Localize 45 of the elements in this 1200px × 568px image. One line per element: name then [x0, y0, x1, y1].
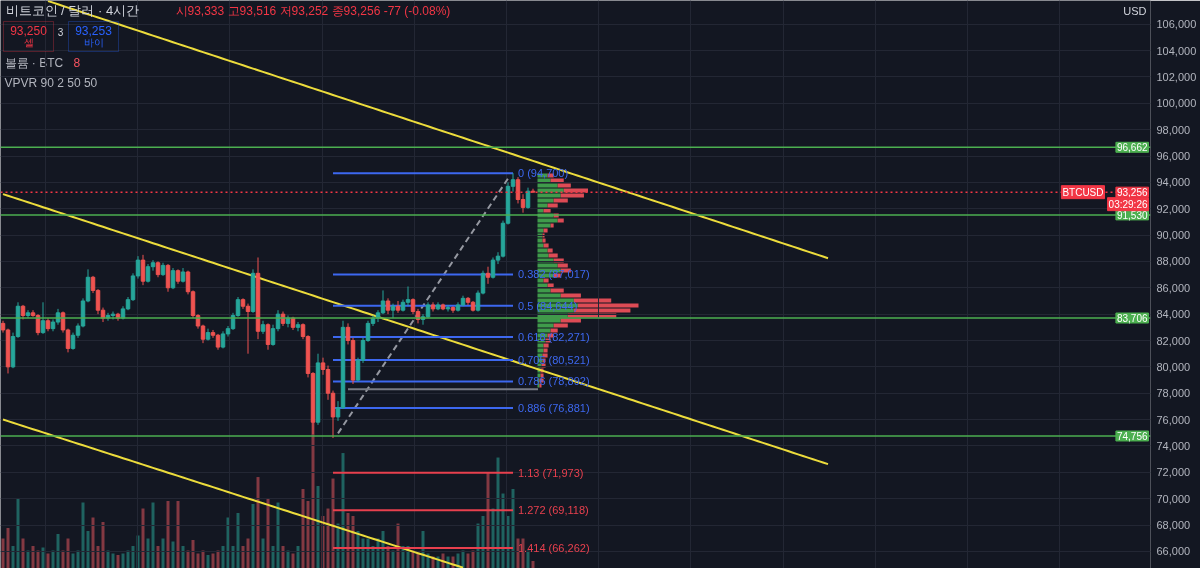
- ref-line-label: 83,706: [1116, 313, 1148, 325]
- y-tick-label: 88,000: [1156, 255, 1191, 268]
- series-label: 0.705 (80,521): [518, 354, 590, 366]
- y-tick-label: 78,000: [1156, 387, 1191, 400]
- series-label: 1.13 (71,973): [518, 466, 584, 479]
- series-label: 0.618 (82,271): [518, 330, 590, 343]
- annotation: 3: [57, 26, 64, 38]
- y-tick-label: 72,000: [1156, 466, 1191, 479]
- series-label: 1.272 (69,118): [518, 504, 589, 517]
- y-tick-label: 84,000: [1156, 308, 1191, 321]
- y-tick-label: 102,000: [1156, 70, 1197, 83]
- annotation: 8: [73, 56, 81, 70]
- ref-line-label: 74,756: [1116, 430, 1148, 442]
- y-tick-label: 106,000: [1156, 18, 1197, 31]
- annotation: 03:29:26: [1108, 198, 1148, 210]
- y-tick-label: 90,000: [1156, 229, 1191, 242]
- series-label: 0.5 (84,644): [518, 299, 578, 312]
- y-tick-label: 76,000: [1156, 413, 1191, 426]
- y-tick-label: 98,000: [1156, 123, 1191, 136]
- annotation: 셀: [23, 37, 34, 48]
- y-tick-label: 68,000: [1156, 519, 1191, 532]
- ref-line-label: 96,662: [1116, 142, 1148, 154]
- series-label: 0.382 (87,017): [518, 268, 590, 281]
- y-tick-label: 66,000: [1156, 545, 1191, 558]
- series-label: 1.414 (66,262): [518, 541, 590, 554]
- y-tick-label: 80,000: [1156, 360, 1191, 373]
- ref-line-label: 91,530: [1116, 209, 1148, 221]
- series-label: 0.886 (76,881): [518, 401, 590, 414]
- ref-line-label: 93,256: [1116, 187, 1148, 199]
- y-tick-label: 104,000: [1156, 44, 1197, 57]
- y-tick-label: 92,000: [1156, 202, 1191, 215]
- annotation: 바이: [83, 37, 104, 48]
- annotation: 93,250: [10, 24, 48, 38]
- y-tick-label: 74,000: [1156, 439, 1191, 452]
- text: USD: [1123, 4, 1147, 17]
- y-tick-label: 96,000: [1156, 150, 1191, 163]
- annotation: VPVR 90 2 50 50: [4, 75, 98, 90]
- annotation: BTCUSD: [1062, 186, 1104, 198]
- annotation: 93,253: [75, 24, 113, 38]
- y-tick-label: 86,000: [1156, 281, 1191, 294]
- y-tick-label: 70,000: [1156, 492, 1191, 505]
- annotation: 시93,333 고93,516 저93,252 종93,256 -77 (-0.08%): [175, 3, 451, 18]
- y-tick-label: 100,000: [1156, 97, 1197, 110]
- y-tick-label: 82,000: [1156, 334, 1191, 347]
- y-tick-label: 94,000: [1156, 176, 1191, 189]
